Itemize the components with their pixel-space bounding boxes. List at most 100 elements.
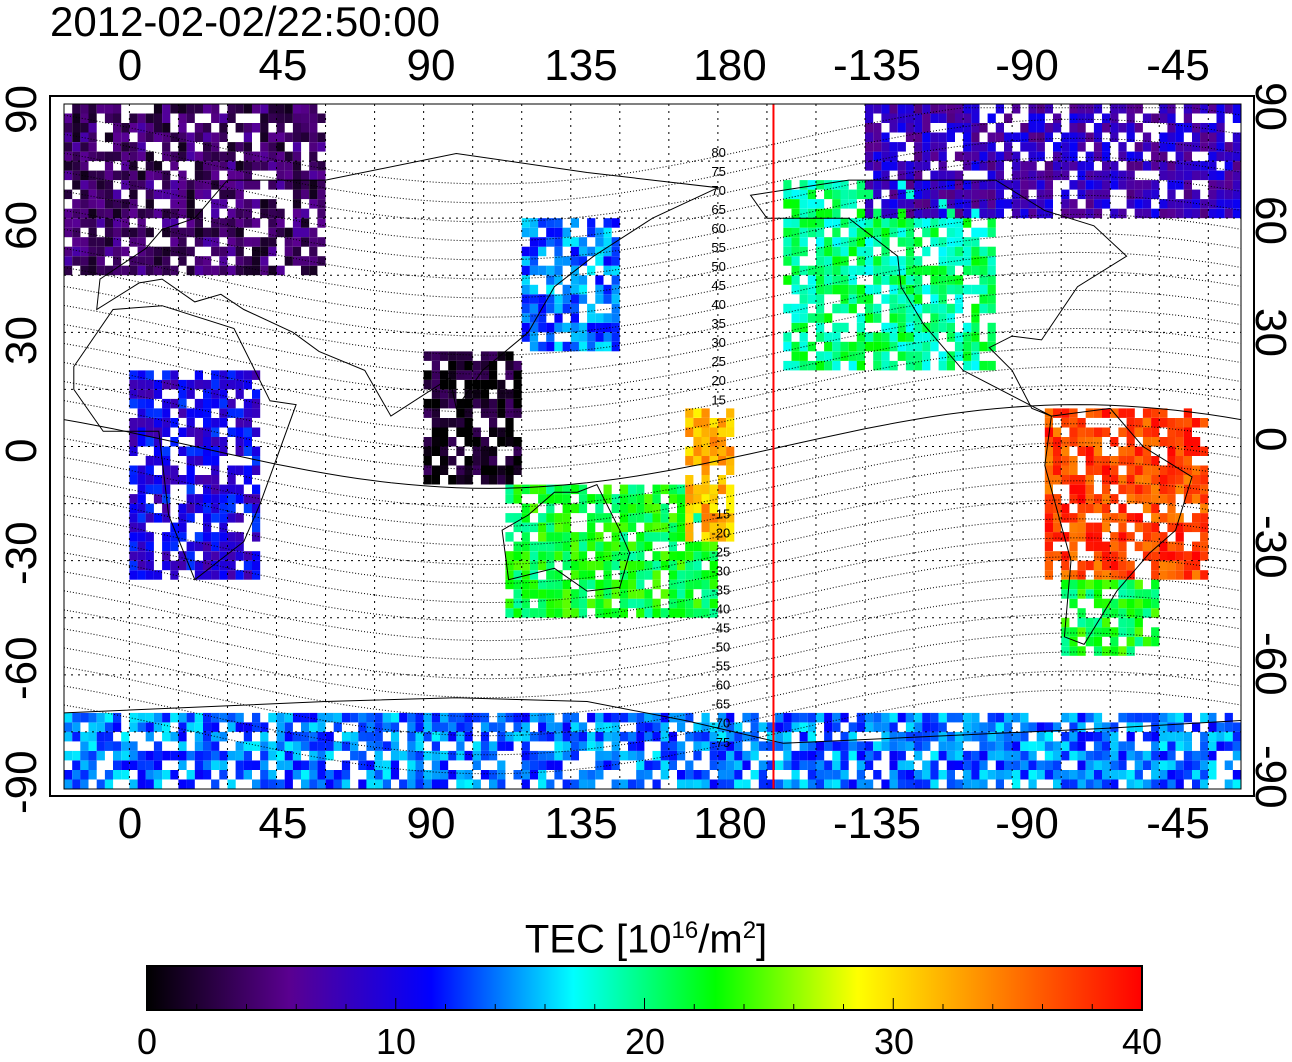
tec-cell: [783, 237, 792, 247]
tec-cell: [64, 265, 73, 276]
tec-cell: [1159, 132, 1168, 142]
tec-cell: [946, 208, 955, 219]
tec-cell: [1134, 484, 1143, 495]
tec-cell: [1102, 142, 1111, 152]
tec-cell: [1192, 475, 1201, 485]
tec-cell: [448, 370, 457, 380]
tec-cell: [203, 180, 212, 190]
tec-cell: [636, 570, 645, 580]
tec-cell: [1036, 142, 1045, 152]
tec-cell: [538, 522, 547, 533]
tec-cell: [701, 570, 710, 580]
tec-cell: [80, 731, 89, 742]
tec-cell: [807, 722, 816, 732]
tec-cell: [121, 227, 130, 238]
tec-cell: [709, 456, 718, 466]
tec-cell: [1126, 418, 1135, 428]
tec-cell: [987, 265, 996, 276]
tec-cell: [121, 180, 130, 190]
tec-cell: [129, 570, 138, 580]
tec-cell: [987, 741, 996, 751]
tec-cell: [309, 750, 318, 761]
tec-cell: [1151, 579, 1160, 590]
tec-cell: [260, 142, 269, 152]
tec-cell: [791, 360, 800, 371]
tec-cell: [1167, 770, 1176, 780]
tec-cell: [701, 437, 710, 447]
tec-cell: [807, 750, 816, 761]
tec-cell: [889, 760, 898, 770]
tec-cell: [1085, 760, 1094, 770]
tec-cell: [619, 750, 628, 761]
tec-cell: [480, 456, 490, 466]
tec-cell: [162, 227, 171, 238]
tec-cell: [260, 104, 269, 114]
tec-cell: [145, 770, 154, 780]
tec-cell: [194, 370, 203, 380]
tec-cell: [824, 246, 833, 257]
tec-cell: [431, 437, 440, 447]
tec-cell: [701, 532, 710, 542]
tec-cell: [570, 741, 579, 751]
tec-cell: [897, 322, 906, 333]
tec-cell: [595, 275, 604, 285]
tec-cell: [546, 750, 555, 761]
tec-cell: [219, 151, 228, 162]
tec-cell: [1167, 503, 1176, 514]
tec-cell: [889, 294, 898, 304]
tec-cell: [1102, 627, 1111, 637]
tec-cell: [554, 770, 563, 780]
tec-cell: [914, 303, 923, 314]
tec-cell: [235, 370, 244, 380]
tec-cell: [129, 227, 138, 238]
tec-cell: [309, 113, 318, 123]
tec-cell: [930, 712, 939, 723]
tec-cell: [529, 322, 539, 333]
tec-cell: [848, 741, 857, 751]
x-tick-top: 45: [258, 41, 308, 90]
tec-cell: [194, 722, 203, 732]
tec-cell: [1085, 579, 1094, 590]
tec-cell: [914, 123, 923, 133]
tec-data-layer: [64, 104, 1241, 789]
tec-cell: [211, 475, 220, 485]
tec-cell: [979, 142, 988, 152]
tec-cell: [562, 494, 571, 504]
tec-cell: [717, 456, 727, 466]
tec-cell: [628, 570, 637, 580]
tec-cell: [178, 180, 187, 190]
tec-cell: [292, 246, 302, 257]
tec-cell: [963, 237, 972, 247]
tec-cell: [611, 275, 620, 285]
tec-cell: [963, 132, 972, 142]
tec-cell: [88, 256, 97, 266]
tec-cell: [480, 437, 490, 447]
tec-cell: [922, 123, 931, 133]
tec-cell: [930, 722, 939, 732]
tec-cell: [611, 522, 620, 533]
tec-cell: [88, 123, 97, 133]
tec-cell: [211, 180, 220, 190]
mlat-label: 35: [711, 316, 725, 331]
tec-cell: [546, 522, 555, 533]
tec-cell: [865, 218, 874, 228]
tec-cell: [1093, 551, 1103, 561]
tec-cell: [121, 770, 130, 780]
tec-cell: [489, 750, 498, 761]
tec-cell: [252, 503, 261, 514]
tec-cell: [178, 227, 187, 238]
tec-cell: [1028, 123, 1037, 133]
tec-cell: [1167, 741, 1176, 751]
tec-cell: [170, 570, 179, 580]
tec-cell: [1134, 627, 1143, 637]
tec-cell: [464, 750, 473, 761]
tec-cell: [546, 503, 555, 514]
tec-cell: [905, 322, 915, 333]
tec-cell: [235, 427, 244, 437]
tec-cell: [1061, 570, 1070, 580]
tec-cell: [603, 513, 612, 523]
tec-cell: [1061, 513, 1070, 523]
tec-cell: [799, 731, 808, 742]
tec-cell: [570, 779, 579, 789]
tec-cell: [80, 180, 89, 190]
